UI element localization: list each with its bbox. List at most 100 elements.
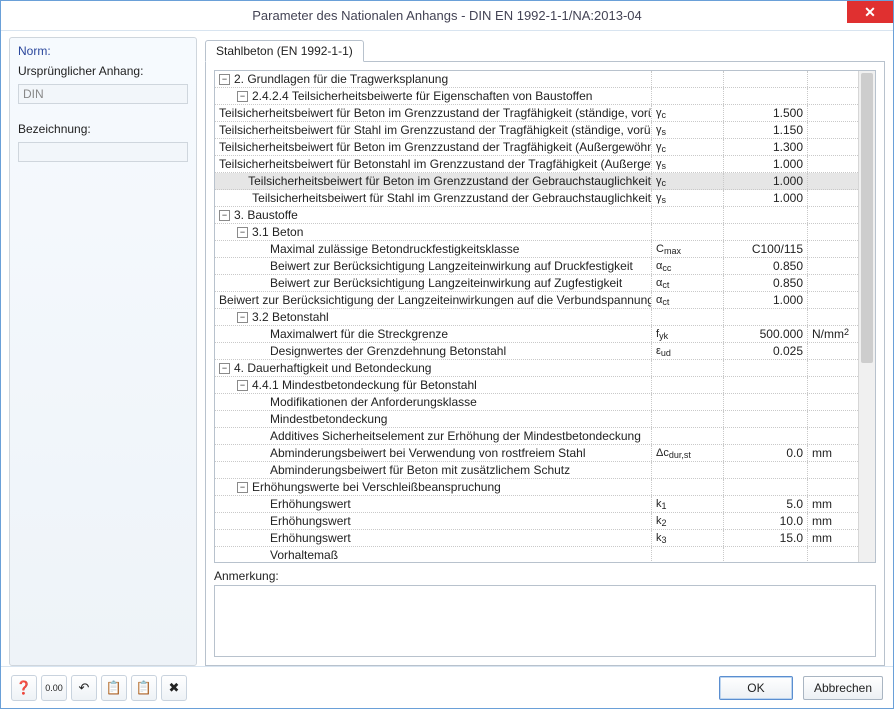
tree-row[interactable]: −2. Grundlagen für die Tragwerksplanung xyxy=(215,71,858,88)
window-title: Parameter des Nationalen Anhangs - DIN E… xyxy=(252,8,642,23)
tree-row[interactable]: Teilsicherheitsbeiwert für Stahl im Gren… xyxy=(215,122,858,139)
tree-row[interactable]: Teilsicherheitsbeiwert für Stahl im Gren… xyxy=(215,190,858,207)
tree-row-label: Beiwert zur Berücksichtigung Langzeitein… xyxy=(215,258,652,274)
tree-row-symbol xyxy=(652,428,724,444)
toolbar-delete-button[interactable]: ✖ xyxy=(161,675,187,701)
tree-row-value[interactable]: 5.0 xyxy=(724,496,808,512)
tree-row[interactable]: −2.4.2.4 Teilsicherheitsbeiwerte für Eig… xyxy=(215,88,858,105)
tree-row[interactable]: −3.1 Beton xyxy=(215,224,858,241)
tree-row[interactable]: −3.2 Betonstahl xyxy=(215,309,858,326)
tree-row-unit xyxy=(808,190,858,206)
tree-row[interactable]: Beiwert zur Berücksichtigung Langzeitein… xyxy=(215,258,858,275)
tree-row-symbol xyxy=(652,71,724,87)
annotation-box[interactable] xyxy=(214,585,876,657)
delete-icon: ✖ xyxy=(169,680,180,696)
anhang-input[interactable] xyxy=(18,84,188,104)
tree-row-value[interactable] xyxy=(724,360,808,376)
toolbar-copy-button[interactable]: 📋 xyxy=(101,675,127,701)
tree-row-value[interactable] xyxy=(724,377,808,393)
bezeichnung-input[interactable] xyxy=(18,142,188,162)
expand-icon[interactable]: − xyxy=(219,74,230,85)
tree-row-unit xyxy=(808,71,858,87)
tree-row[interactable]: Vorhaltemaß xyxy=(215,547,858,562)
tree-row-value[interactable]: 1.000 xyxy=(724,292,808,308)
tree-scrollbar[interactable] xyxy=(858,71,875,562)
tree-row[interactable]: Maximal zulässige Betondruckfestigkeitsk… xyxy=(215,241,858,258)
tree-row[interactable]: Teilsicherheitsbeiwert für Betonstahl im… xyxy=(215,156,858,173)
tree-row-value[interactable] xyxy=(724,411,808,427)
tree-row[interactable]: Mindestbetondeckung xyxy=(215,411,858,428)
tree-row[interactable]: −4. Dauerhaftigkeit und Betondeckung xyxy=(215,360,858,377)
tree-row-symbol: Cmax xyxy=(652,241,724,257)
tree-row-symbol: αct xyxy=(652,275,724,291)
undo-icon: ↶ xyxy=(79,680,90,696)
tree-row-value[interactable]: 10.0 xyxy=(724,513,808,529)
tree-row[interactable]: Erhöhungswertk315.0mm xyxy=(215,530,858,547)
tree-row-value[interactable] xyxy=(724,71,808,87)
tree-row-value[interactable] xyxy=(724,394,808,410)
tree-row-value[interactable] xyxy=(724,309,808,325)
tree-row-value[interactable]: 1.000 xyxy=(724,156,808,172)
tree-row[interactable]: Abminderungsbeiwert bei Verwendung von r… xyxy=(215,445,858,462)
ok-button[interactable]: OK xyxy=(719,676,793,700)
tree-row-label: Teilsicherheitsbeiwert für Stahl im Gren… xyxy=(215,122,652,138)
tree-row-value[interactable]: 1.150 xyxy=(724,122,808,138)
tree-row-unit xyxy=(808,343,858,359)
tree-row-value[interactable] xyxy=(724,224,808,240)
tree-row[interactable]: Erhöhungswertk210.0mm xyxy=(215,513,858,530)
tree-row[interactable]: Abminderungsbeiwert für Beton mit zusätz… xyxy=(215,462,858,479)
tree-row-value[interactable] xyxy=(724,207,808,223)
tree-row[interactable]: Erhöhungswertk15.0mm xyxy=(215,496,858,513)
tree-row-value[interactable]: C100/115 xyxy=(724,241,808,257)
cancel-button[interactable]: Abbrechen xyxy=(803,676,883,700)
toolbar-undo-button[interactable]: ↶ xyxy=(71,675,97,701)
tree-row[interactable]: Beiwert zur Berücksichtigung Langzeitein… xyxy=(215,275,858,292)
norm-label: Norm: xyxy=(18,44,188,58)
tree-row[interactable]: Designwertes der Grenzdehnung Betonstahl… xyxy=(215,343,858,360)
tab-content: −2. Grundlagen für die Tragwerksplanung−… xyxy=(205,61,885,666)
tree-row-value[interactable]: 0.0 xyxy=(724,445,808,461)
tree-row-value[interactable]: 0.850 xyxy=(724,258,808,274)
tree-row-value[interactable]: 1.300 xyxy=(724,139,808,155)
scrollbar-thumb[interactable] xyxy=(861,73,873,363)
tree-row-value[interactable] xyxy=(724,462,808,478)
tree-row-value[interactable]: 15.0 xyxy=(724,530,808,546)
tree-row[interactable]: Additives Sicherheitselement zur Erhöhun… xyxy=(215,428,858,445)
tree-row-value[interactable]: 500.000 xyxy=(724,326,808,342)
toolbar-precision-button[interactable]: 0.00 xyxy=(41,675,67,701)
parameter-tree[interactable]: −2. Grundlagen für die Tragwerksplanung−… xyxy=(215,71,858,562)
expand-icon[interactable]: − xyxy=(219,363,230,374)
expand-icon[interactable]: − xyxy=(237,312,248,323)
expand-icon[interactable]: − xyxy=(237,482,248,493)
tree-row-value[interactable]: 1.500 xyxy=(724,105,808,121)
toolbar-help-button[interactable]: ❓ xyxy=(11,675,37,701)
tree-row[interactable]: Maximalwert für die Streckgrenzefyk500.0… xyxy=(215,326,858,343)
tree-row[interactable]: Modifikationen der Anforderungsklasse xyxy=(215,394,858,411)
titlebar: Parameter des Nationalen Anhangs - DIN E… xyxy=(1,1,893,31)
close-button[interactable]: ✕ xyxy=(847,1,893,23)
tree-row-value[interactable] xyxy=(724,547,808,562)
tree-row[interactable]: Teilsicherheitsbeiwert für Beton im Gren… xyxy=(215,139,858,156)
tree-row-unit: N/mm2 xyxy=(808,326,858,342)
tree-row-value[interactable]: 0.850 xyxy=(724,275,808,291)
tree-row[interactable]: −4.4.1 Mindestbetondeckung für Betonstah… xyxy=(215,377,858,394)
tree-row[interactable]: Teilsicherheitsbeiwert für Beton im Gren… xyxy=(215,173,858,190)
tab-stahlbeton[interactable]: Stahlbeton (EN 1992-1-1) xyxy=(205,40,364,62)
expand-icon[interactable]: − xyxy=(237,91,248,102)
expand-icon[interactable]: − xyxy=(219,210,230,221)
tree-row-value[interactable] xyxy=(724,479,808,495)
tree-row-symbol xyxy=(652,411,724,427)
tree-row[interactable]: −3. Baustoffe xyxy=(215,207,858,224)
tree-row[interactable]: −Erhöhungswerte bei Verschleißbeanspruch… xyxy=(215,479,858,496)
tree-row-value[interactable]: 1.000 xyxy=(724,173,808,189)
tree-row-value[interactable]: 1.000 xyxy=(724,190,808,206)
tree-row-value[interactable]: 0.025 xyxy=(724,343,808,359)
tree-row-value[interactable] xyxy=(724,88,808,104)
tree-row-value[interactable] xyxy=(724,428,808,444)
expand-icon[interactable]: − xyxy=(237,227,248,238)
toolbar-paste-button[interactable]: 📋 xyxy=(131,675,157,701)
expand-icon[interactable]: − xyxy=(237,380,248,391)
tree-row[interactable]: Beiwert zur Berücksichtigung der Langzei… xyxy=(215,292,858,309)
copy-icon: 📋 xyxy=(106,680,122,696)
tree-row[interactable]: Teilsicherheitsbeiwert für Beton im Gren… xyxy=(215,105,858,122)
